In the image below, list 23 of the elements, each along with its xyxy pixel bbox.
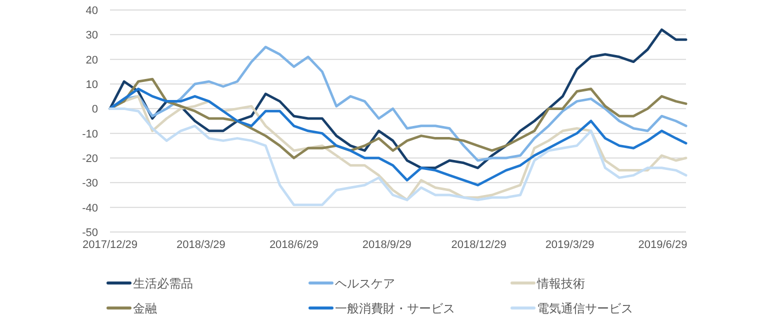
x-tick-label: 2019/6/29 (638, 239, 688, 251)
x-tick-label: 2019/3/29 (545, 239, 594, 251)
x-tick-label: 2018/9/29 (362, 239, 412, 251)
legend-label: 生活必需品 (133, 276, 193, 290)
x-tick-label: 2018/3/29 (176, 239, 226, 251)
y-tick-label: -30 (82, 178, 98, 190)
y-tick-label: -20 (82, 153, 98, 165)
legend-label: 一般消費財・サービス (335, 302, 455, 316)
y-tick-label: 0 (92, 104, 98, 116)
y-tick-label: -50 (82, 227, 98, 239)
y-tick-label: -40 (82, 202, 98, 214)
legend-label: 金融 (133, 302, 157, 316)
x-tick-label: 2018/12/29 (451, 239, 506, 251)
y-tick-label: 10 (86, 79, 98, 91)
y-tick-label: 20 (86, 54, 98, 66)
legend-label: 情報技術 (536, 276, 585, 290)
legend-label: 電気通信サービス (537, 302, 633, 316)
y-tick-label: 30 (86, 30, 98, 42)
y-tick-label: 40 (86, 5, 98, 17)
y-tick-label: -10 (82, 128, 98, 140)
legend-label: ヘルスケア (335, 276, 395, 290)
x-tick-label: 2017/12/29 (82, 239, 138, 251)
x-tick-label: 2018/6/29 (269, 239, 318, 251)
